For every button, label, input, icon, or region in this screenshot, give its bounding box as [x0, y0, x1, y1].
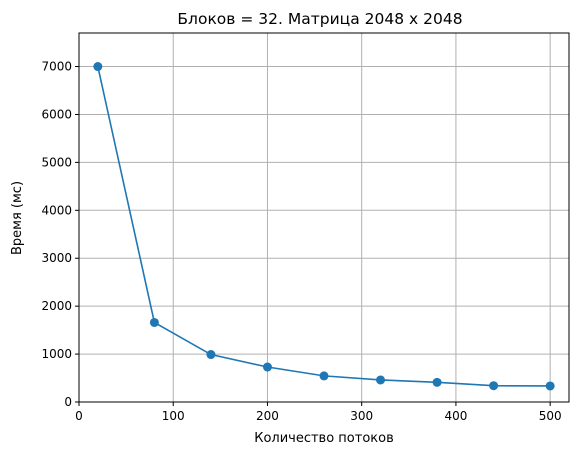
y-axis: 0 1000 2000 3000 4000 5000 6000 7000: [41, 60, 79, 409]
x-axis: 0 100 200 300 400 500: [75, 402, 562, 423]
data-point: [432, 377, 442, 387]
x-tick-label: 300: [350, 409, 373, 423]
y-tick-label: 7000: [41, 60, 72, 74]
data-point: [319, 371, 329, 381]
data-point: [93, 62, 103, 72]
y-tick-label: 5000: [41, 155, 72, 169]
plot-frame: [78, 32, 570, 403]
y-tick-label: 3000: [41, 251, 72, 265]
grid: [78, 33, 569, 403]
y-tick-label: 6000: [41, 107, 72, 121]
data-point: [149, 317, 159, 327]
data-point: [206, 350, 216, 360]
data-point: [376, 375, 386, 385]
data-point: [489, 381, 499, 391]
data-point: [262, 362, 272, 372]
x-tick-label: 400: [444, 409, 467, 423]
x-tick-label: 100: [162, 409, 185, 423]
x-tick-label: 200: [256, 409, 279, 423]
y-tick-label: 0: [64, 395, 72, 409]
x-tick-label: 500: [539, 409, 562, 423]
y-tick-label: 2000: [41, 299, 72, 313]
y-axis-label: Время (мс): [10, 181, 25, 255]
data-point: [545, 381, 555, 391]
y-tick-label: 1000: [41, 347, 72, 361]
x-axis-label: Количество потоков: [254, 431, 394, 446]
series-layer: [93, 62, 555, 391]
chart-title: Блоков = 32. Матрица 2048 x 2048: [177, 10, 462, 28]
x-tick-label: 0: [75, 409, 83, 423]
y-tick-label: 4000: [41, 203, 72, 217]
